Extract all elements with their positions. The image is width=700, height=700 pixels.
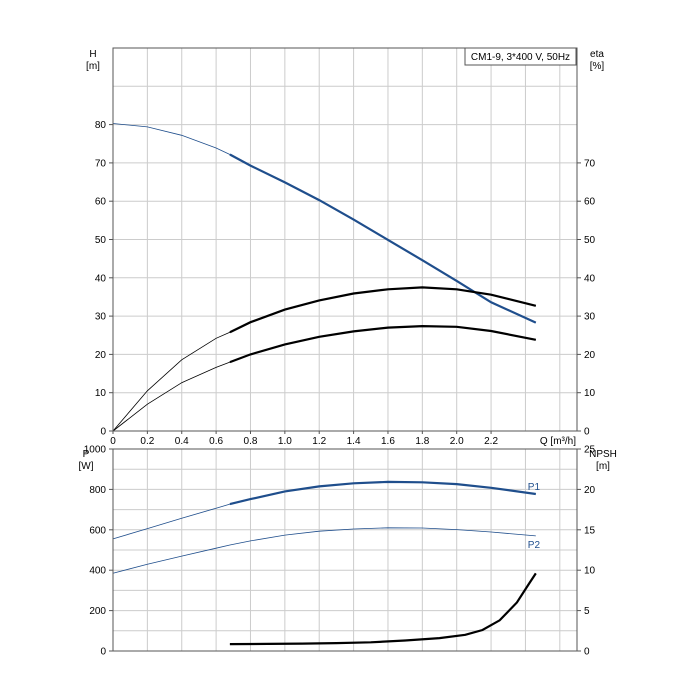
lower-right-tick-label: 0 — [584, 647, 590, 658]
lower-left-tick-label: 800 — [89, 485, 106, 496]
lower-right-tick-label: 25 — [584, 445, 596, 456]
lower-left-tick-label: 200 — [89, 606, 106, 617]
x-tick-label: 1.4 — [347, 436, 361, 447]
lower-right-axis-label: NPSH — [589, 449, 617, 460]
series-label-p1: P1 — [528, 482, 541, 493]
x-tick-label: 1.6 — [381, 436, 395, 447]
upper-left-tick-label: 60 — [95, 197, 107, 208]
lower-left-axis-unit: [W] — [79, 461, 94, 472]
upper-series-1-duty-curve — [229, 286, 537, 334]
upper-right-axis-unit: [%] — [590, 61, 605, 72]
lower-left-axis-label: P — [83, 449, 90, 460]
lower-right-tick-label: 10 — [584, 566, 596, 577]
upper-left-tick-label: 30 — [95, 312, 107, 323]
upper-right-tick-label: 10 — [584, 388, 596, 399]
upper-series-group — [112, 123, 537, 432]
x-tick-label: 0 — [110, 436, 116, 447]
series-label-p2: P2 — [528, 540, 541, 551]
lower-left-tick-label: 1000 — [84, 445, 107, 456]
upper-right-tick-label: 70 — [584, 158, 596, 169]
lower-tick-labels: 0 200 400 600 800 1000 0 5 10 15 20 25 — [84, 445, 596, 658]
x-tick-label: 2.0 — [450, 436, 464, 447]
x-tick-label: 1.2 — [312, 436, 326, 447]
lower-right-tick-label: 20 — [584, 485, 596, 496]
x-tick-label: 1.0 — [278, 436, 292, 447]
pump-model-label: CM1-9, 3*400 V, 50Hz — [471, 52, 570, 63]
x-tick-label: 0.6 — [209, 436, 223, 447]
upper-left-tick-label: 50 — [95, 235, 107, 246]
upper-grid — [113, 48, 577, 431]
upper-right-tick-label: 0 — [584, 427, 590, 438]
lower-right-tick-label: 5 — [584, 606, 590, 617]
x-tick-label: 1.8 — [415, 436, 429, 447]
x-tick-label: 0.8 — [244, 436, 258, 447]
lower-right-tick-label: 15 — [584, 525, 596, 536]
upper-right-tick-label: 40 — [584, 273, 596, 284]
lower-right-axis-unit: [m] — [596, 461, 610, 472]
upper-right-axis-label: eta — [590, 49, 604, 60]
upper-left-tick-label: 0 — [100, 427, 106, 438]
upper-left-tick-label: 80 — [95, 120, 107, 131]
pump-model-box — [464, 47, 577, 66]
upper-right-tick-label: 50 — [584, 235, 596, 246]
x-tick-label: 0.2 — [140, 436, 154, 447]
x-tick-label: 2.2 — [484, 436, 498, 447]
lower-series-0-duty-curve — [229, 480, 536, 506]
upper-tick-labels: 0 10 20 30 40 50 60 70 80 0 10 20 30 40 50 60 70 0 0.2 0.4 0… — [95, 120, 596, 447]
upper-right-tick-label: 60 — [584, 197, 596, 208]
lower-left-tick-label: 600 — [89, 525, 106, 536]
x-tick-label: 0.4 — [175, 436, 189, 447]
lower-series-1-curve — [112, 527, 536, 574]
upper-right-tick-label: 20 — [584, 350, 596, 361]
upper-left-tick-label: 40 — [95, 273, 107, 284]
lower-series-group — [112, 480, 537, 646]
upper-left-tick-label: 70 — [95, 158, 107, 169]
upper-series-2-duty-curve — [229, 324, 537, 364]
x-axis-label: Q [m³/h] — [540, 436, 576, 447]
upper-left-axis-label: H — [89, 49, 96, 60]
lower-plot-frame — [112, 448, 578, 652]
upper-left-tick-label: 20 — [95, 350, 107, 361]
lower-series-2-duty-curve — [229, 572, 537, 646]
upper-left-axis-unit: [m] — [86, 61, 100, 72]
upper-right-tick-label: 30 — [584, 312, 596, 323]
lower-left-tick-label: 400 — [89, 566, 106, 577]
lower-left-tick-label: 0 — [100, 647, 106, 658]
upper-left-tick-label: 10 — [95, 388, 107, 399]
